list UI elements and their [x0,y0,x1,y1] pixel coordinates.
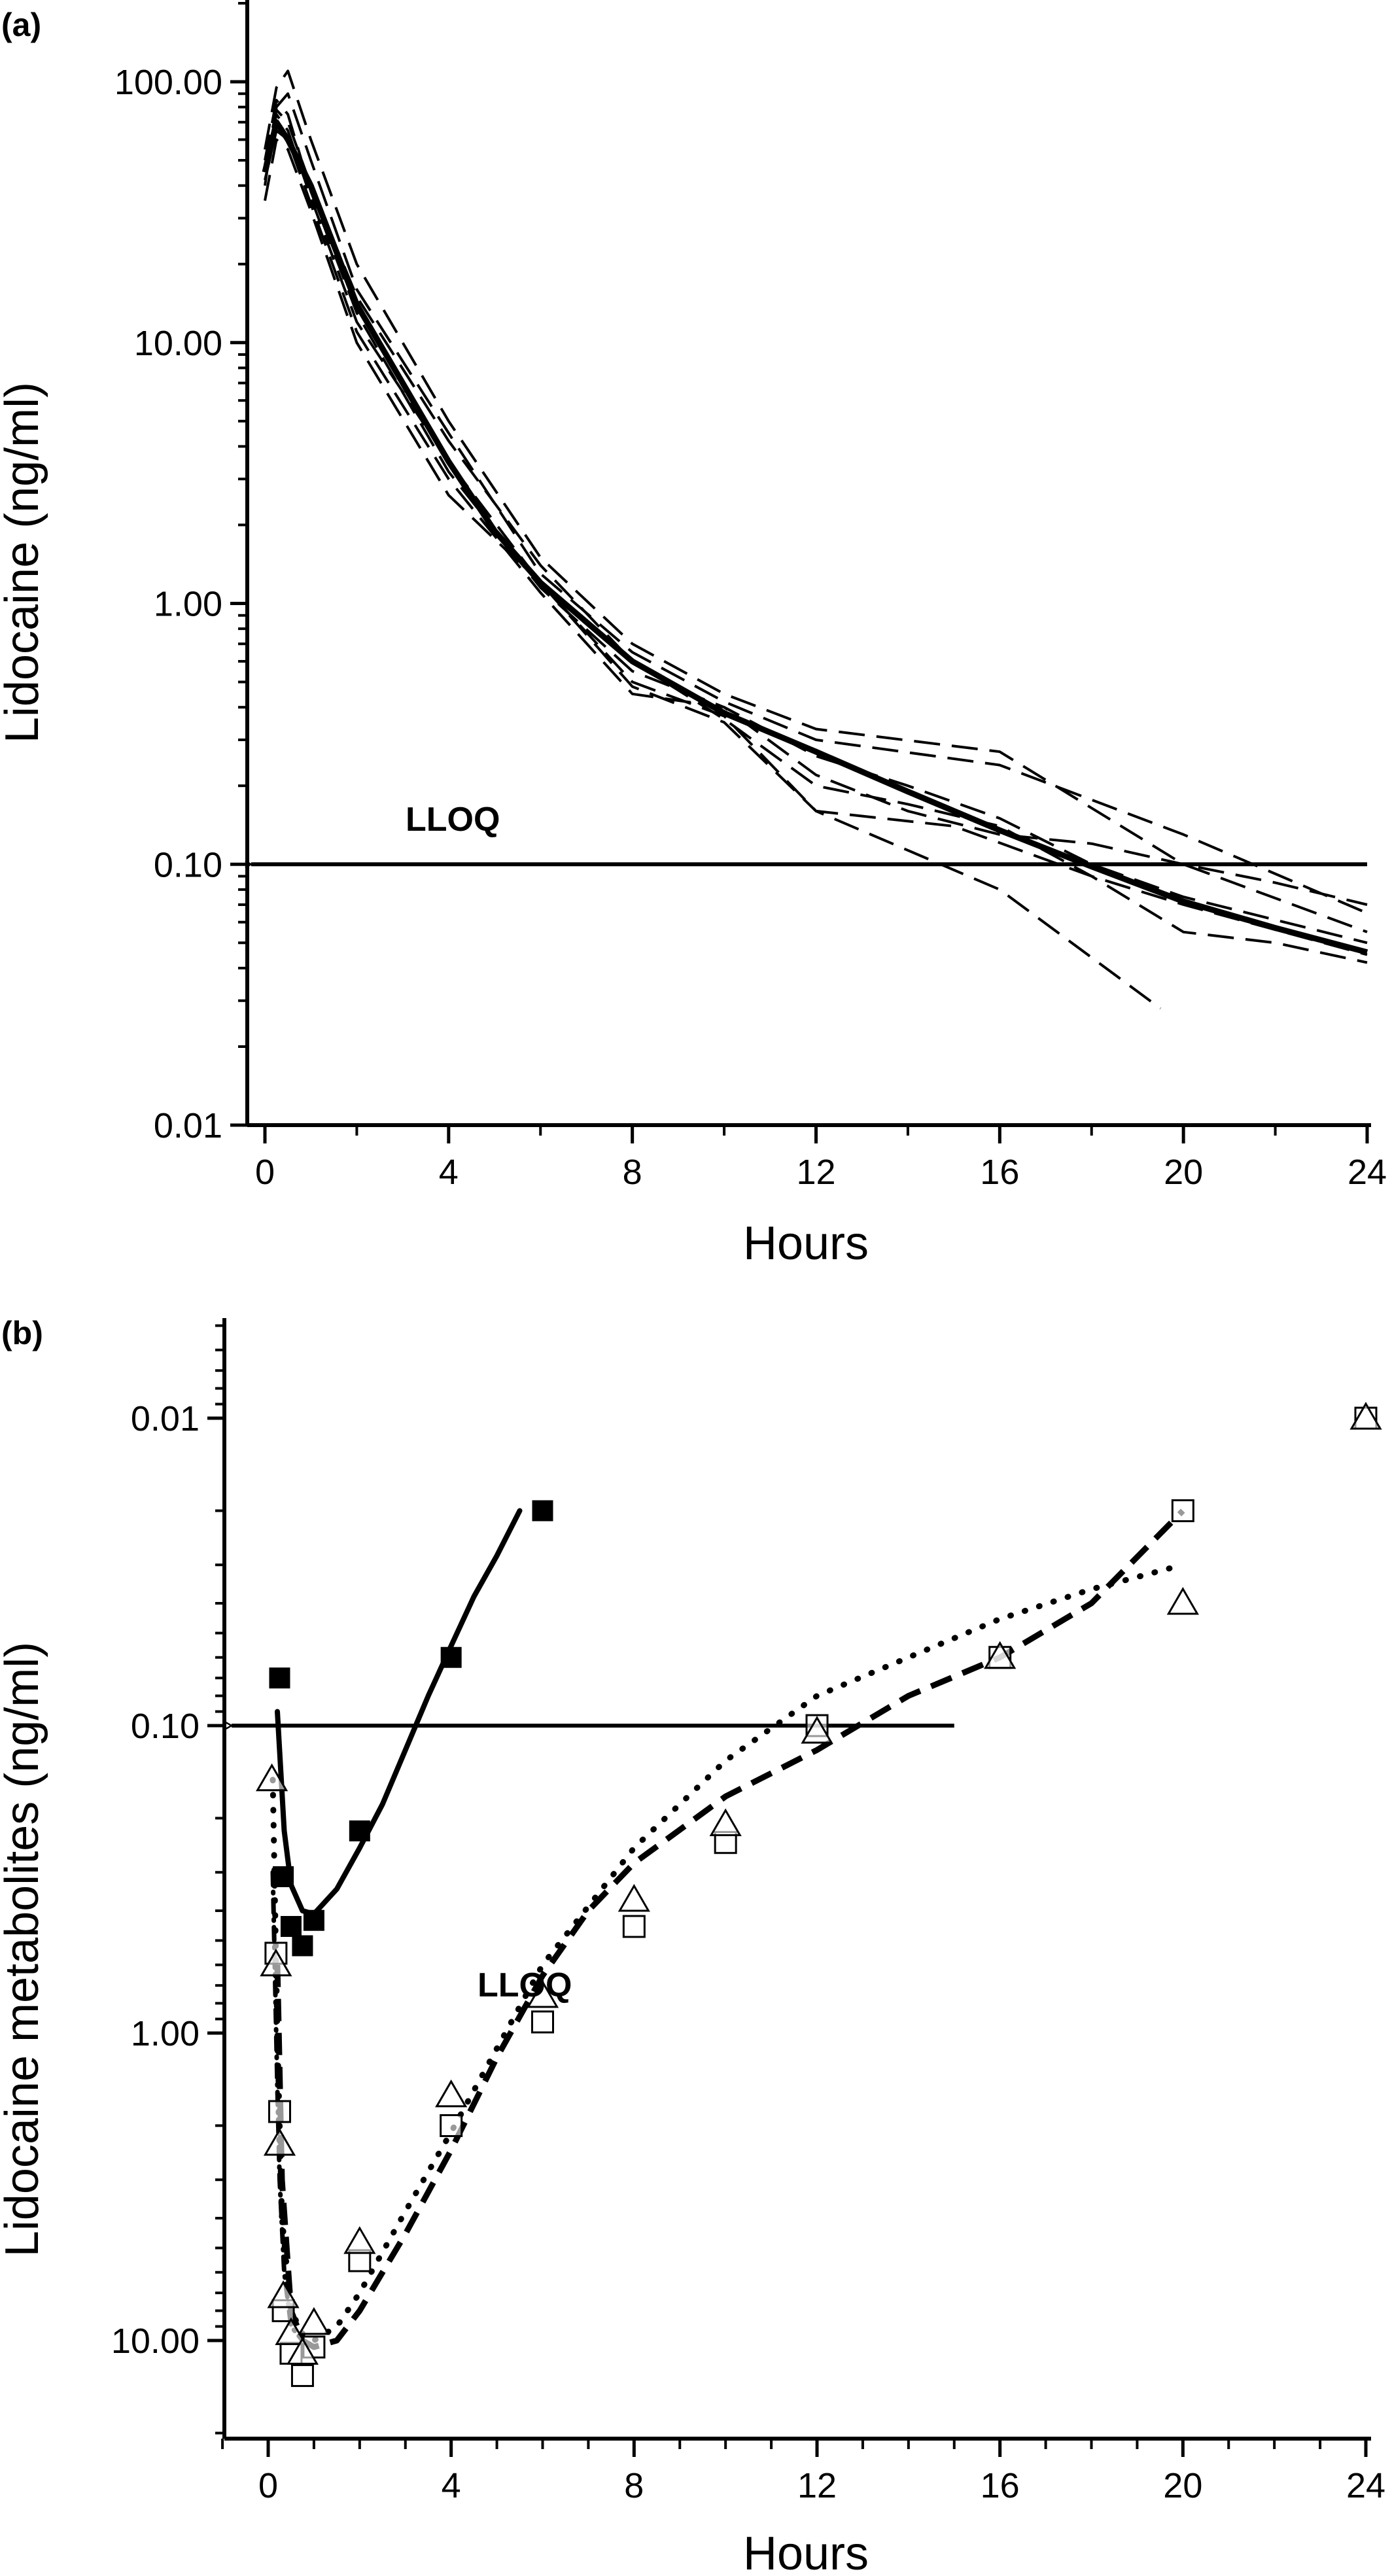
open-triangle-point [618,1884,650,1912]
open-triangle-point [709,1808,742,1836]
filled-square-point [303,1909,324,1931]
x-tick-label: 16 [981,2466,1020,2505]
filled-square-point [532,1500,553,1522]
subject-concentration-line [264,99,1368,945]
y-tick-label: 0.01 [131,1399,200,1438]
y-tick-label: 0.10 [154,845,222,884]
subject-concentration-line [264,109,1368,964]
open-triangle-point [255,1763,288,1792]
open-square-point [290,2364,314,2388]
open-square-point [1171,1499,1194,1522]
panel-b-ticks: 0.01 0.10 1.00 10.00 0 4 8 12 16 20 24 [111,1324,1385,2505]
metabolite-fit-curve-solid [275,1508,523,1917]
x-tick-label: 8 [624,2466,644,2505]
x-tick-label: 4 [439,1153,459,1192]
panel-b-markers [255,1402,1382,2388]
panel-a-series [262,69,1368,1010]
panel-b-axes [222,1318,1371,2441]
y-tick-label: 10.00 [134,324,222,363]
open-triangle-point [343,2226,376,2254]
open-triangle-point [275,2317,307,2346]
filled-square-point [269,1667,290,1689]
x-tick-label: 12 [796,1153,835,1192]
x-tick-label: 12 [797,2466,837,2505]
filled-square-point [440,1646,462,1668]
panel-b-lloq-label: LLOQ [478,1966,572,2004]
subject-concentration-line [264,129,1368,906]
open-triangle-point [298,2306,330,2335]
open-triangle-point [984,1641,1017,1669]
y-tick-label: 1.00 [154,585,222,624]
panel-a-chart: (a) 0.01 0.10 1.00 10.00 100.00 0 4 8 12 16 20 24 L… [0,0,1387,1270]
panel-b-curves [270,1508,1186,2350]
panel-b-x-axis-title: Hours [743,2528,869,2576]
panel-b-label: (b) [1,1315,43,1351]
filled-square-point [292,1935,313,1957]
x-tick-label: 24 [1348,1153,1387,1192]
filled-square-point [280,1916,302,1938]
y-tick-label: 10.00 [111,2322,200,2361]
panel-a-lloq-label: LLOQ [406,801,500,839]
subject-concentration-line [264,138,1368,956]
y-tick-label: 0.10 [131,1707,200,1746]
open-triangle-point [1166,1586,1199,1615]
open-triangle-point [526,1979,559,2008]
panel-a-ticks: 0.01 0.10 1.00 10.00 100.00 0 4 8 12 16 20 24 [114,1,1387,1192]
open-triangle-point [801,1715,833,1744]
filled-square-point [349,1820,370,1841]
subject-concentration-line [264,113,1162,1010]
x-tick-label: 4 [442,2466,461,2505]
open-square-point [622,1915,646,1938]
panel-a-label: (a) [1,7,41,43]
x-tick-label: 20 [1164,1153,1203,1192]
y-tick-label: 100.00 [114,63,222,102]
open-square-point [268,2100,291,2123]
metabolite-fit-curve-dashed [274,1508,1185,2350]
open-triangle-point [267,2280,300,2308]
panel-a-y-axis-title: Lidocaine (ng/ml) [0,382,48,743]
open-triangle-point [286,2337,319,2365]
panel-a-axes [245,0,1371,1127]
x-tick-label: 0 [255,1153,275,1192]
open-square-point [531,2010,554,2034]
x-tick-label: 20 [1163,2466,1202,2505]
panel-a-x-axis-title: Hours [743,1217,869,1270]
y-tick-label: 0.01 [154,1106,222,1145]
open-triangle-point [435,2079,468,2108]
x-tick-label: 16 [980,1153,1019,1192]
subject-concentration-line [264,92,1368,914]
open-triangle-point [260,1948,292,1977]
y-tick-label: 1.00 [131,2014,200,2053]
filled-square-point [273,1866,294,1887]
open-triangle-point [1349,1402,1382,1430]
panel-b-chart: (b) 0.01 0.10 1.00 10.00 0 4 8 12 16 20 24 LLOQ Ho… [0,1315,1385,2576]
x-tick-label: 8 [623,1153,642,1192]
panel-b-y-axis-title: Lidocaine metabolites (ng/ml) [0,1642,48,2257]
open-triangle-point [263,2128,296,2156]
open-square-point [440,2114,463,2137]
subject-concentration-line [264,69,1368,933]
x-tick-label: 24 [1346,2466,1385,2505]
x-tick-label: 0 [258,2466,278,2505]
